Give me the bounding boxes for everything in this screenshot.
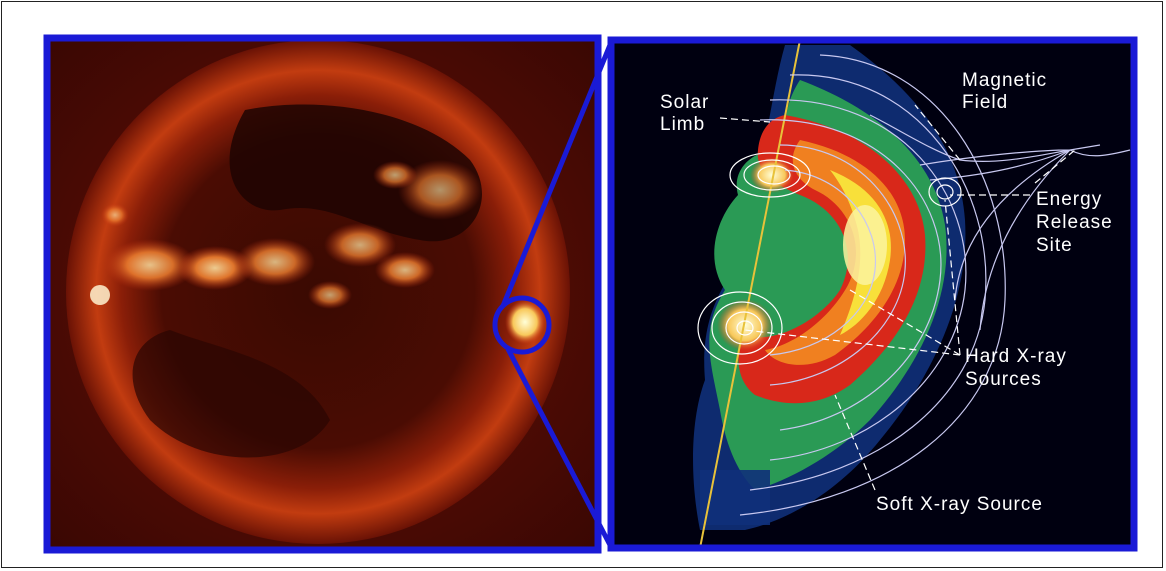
active-region-band: [90, 160, 482, 309]
zoom-line-bottom: [505, 347, 613, 547]
zoom-circle: [492, 295, 552, 355]
leader-lines: [719, 104, 1076, 491]
label-energy-release-site: Energy Release Site: [1036, 189, 1119, 256]
label-solar-limb: Solar Limb: [660, 92, 716, 135]
zoom-indicator: [492, 44, 613, 547]
label-magnetic-field: Magnetic Field: [962, 70, 1053, 113]
full-sun-image: [47, 38, 598, 550]
zoom-line-top: [500, 44, 613, 307]
full-sun-panel-border: [43, 34, 602, 554]
flare-closeup-image: [611, 40, 1134, 548]
flare-panel-border: [607, 36, 1138, 552]
label-hard-xray-sources: Hard X-ray Sources: [965, 346, 1073, 390]
solar-limb-line: [699, 40, 801, 548]
magnetic-field-lines: [739, 54, 1131, 516]
label-soft-xray-source: Soft X-ray Source: [876, 494, 1043, 515]
